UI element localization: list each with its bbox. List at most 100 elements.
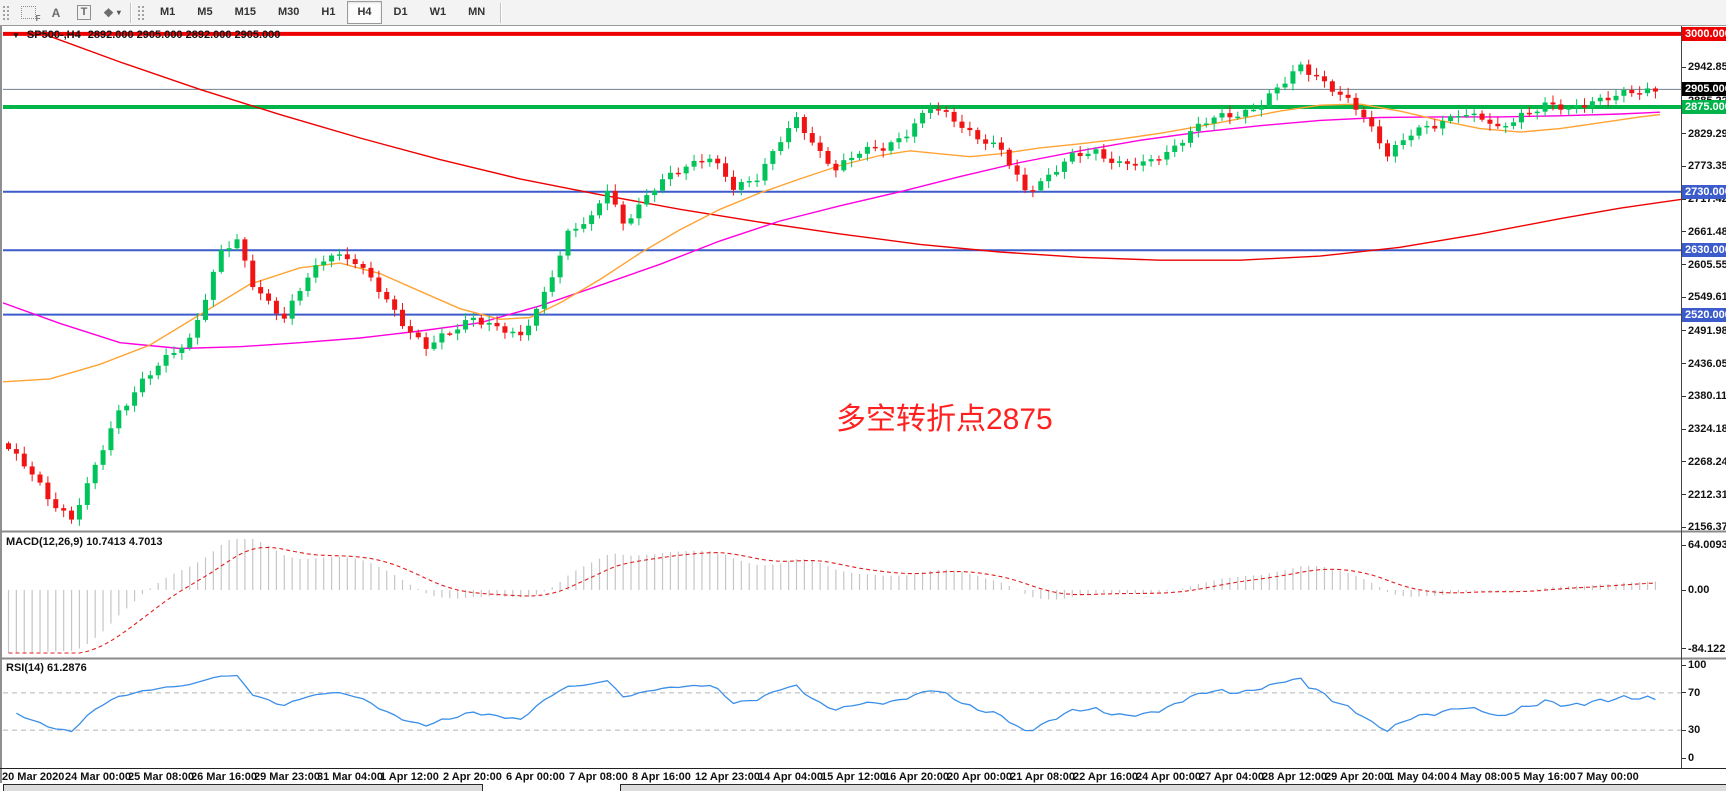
timeframe-button-m5[interactable]: M5 bbox=[197, 6, 213, 18]
candle-body bbox=[1361, 109, 1367, 118]
macd-scale-label: 64.0093 bbox=[1682, 539, 1726, 551]
candle-body bbox=[61, 508, 67, 511]
candle-body bbox=[124, 405, 130, 411]
price-tick-label: 2380.115 bbox=[1682, 390, 1726, 402]
candle-body bbox=[533, 308, 539, 326]
candle-body bbox=[1463, 115, 1469, 117]
candle-body bbox=[1117, 161, 1123, 163]
candle-body bbox=[195, 319, 201, 338]
candle-body bbox=[857, 153, 863, 158]
candle-body bbox=[1030, 190, 1036, 192]
candle-body bbox=[37, 474, 43, 483]
timeframe-button-h1[interactable]: H1 bbox=[321, 6, 336, 18]
candle-body bbox=[754, 180, 760, 183]
ma-fast-orange[interactable] bbox=[3, 103, 1661, 383]
timeframe-button-m15[interactable]: M15 bbox=[234, 6, 256, 18]
candle-body bbox=[762, 163, 768, 181]
candle-body bbox=[1014, 165, 1020, 175]
price-tick-label: 2212.310 bbox=[1682, 489, 1726, 501]
price-tick-label: 2773.355 bbox=[1682, 160, 1726, 172]
candle-body bbox=[1188, 131, 1193, 143]
candle-body bbox=[1518, 112, 1524, 123]
toolbar-separator bbox=[130, 2, 131, 23]
timeframe-button-m30[interactable]: M30 bbox=[277, 6, 300, 18]
ma-mid-magenta[interactable] bbox=[3, 111, 1661, 350]
time-tick-label: 7 May 00:00 bbox=[1577, 771, 1639, 783]
candle-body bbox=[707, 158, 713, 163]
candle-body bbox=[368, 267, 374, 278]
candle-body bbox=[1195, 123, 1201, 132]
text-label-icon: T bbox=[76, 5, 92, 20]
timeframe-button-d1[interactable]: D1 bbox=[393, 6, 408, 18]
candle-body bbox=[486, 322, 492, 325]
candle-body bbox=[1164, 151, 1170, 160]
candle-body bbox=[841, 160, 847, 171]
chart-ohlc-readout: 2892.000 2905.000 2892.000 2905.000 bbox=[87, 29, 281, 41]
candle-body bbox=[518, 331, 524, 336]
font-tool-button[interactable]: A bbox=[43, 1, 69, 24]
price-axis[interactable]: 2885.2252942.8552829.2902773.3552717.420… bbox=[1682, 0, 1726, 783]
candle-body bbox=[1542, 102, 1548, 112]
timeframe-button-h4[interactable]: H4 bbox=[347, 1, 382, 24]
candle-body bbox=[1227, 113, 1233, 118]
candle-body bbox=[1093, 149, 1099, 154]
candle-body bbox=[447, 333, 453, 335]
drawing-tools-icon: ❖ bbox=[103, 5, 114, 20]
candle-body bbox=[935, 109, 941, 111]
time-tick-label: 15 Apr 12:00 bbox=[821, 771, 887, 783]
toolbar-grip[interactable] bbox=[2, 3, 11, 22]
text-label-tool-button[interactable]: T bbox=[71, 1, 97, 24]
template-grid-tool-button[interactable]: F bbox=[15, 1, 41, 24]
toolbar-grip-2[interactable] bbox=[137, 3, 146, 22]
ma-long-red[interactable] bbox=[39, 32, 1681, 261]
candle-body bbox=[273, 300, 279, 314]
time-tick-label: 29 Apr 20:00 bbox=[1325, 771, 1391, 783]
candle-body bbox=[1526, 112, 1532, 115]
candle-body bbox=[360, 263, 366, 268]
timeframe-button-mn[interactable]: MN bbox=[468, 6, 486, 18]
timeframe-button-w1[interactable]: W1 bbox=[429, 6, 447, 18]
candle-body bbox=[234, 239, 240, 249]
timeframe-button-m1[interactable]: M1 bbox=[160, 6, 176, 18]
background-window-edge-2[interactable] bbox=[620, 784, 1726, 791]
time-tick-label: 1 May 04:00 bbox=[1388, 771, 1450, 783]
candle-body bbox=[21, 453, 27, 467]
chart-annotation[interactable]: 多空转折点2875 bbox=[836, 403, 1053, 436]
candle-body bbox=[1400, 140, 1406, 146]
candle-body bbox=[1243, 109, 1249, 117]
candle-body bbox=[210, 271, 216, 300]
time-tick-label: 14 Apr 04:00 bbox=[758, 771, 824, 783]
candle-body bbox=[502, 326, 508, 333]
candle-body bbox=[1566, 108, 1572, 110]
collapse-triangle-icon[interactable]: ▼ bbox=[12, 30, 20, 40]
time-tick-label: 5 May 16:00 bbox=[1514, 771, 1576, 783]
candle-body bbox=[1022, 174, 1028, 191]
candle-body bbox=[384, 291, 390, 300]
time-tick-label: 24 Mar 00:00 bbox=[65, 771, 132, 783]
time-tick-label: 1 Apr 12:00 bbox=[380, 771, 439, 783]
candle-body bbox=[1377, 126, 1383, 144]
candle-body bbox=[321, 261, 327, 266]
candle-body bbox=[344, 254, 350, 260]
time-axis[interactable]: 20 Mar 2020 24 Mar 00:00 25 Mar 08:00 26 Ma… bbox=[0, 769, 1726, 783]
macd-indicator-label: MACD(12,26,9) 10.7413 4.7013 bbox=[6, 536, 163, 548]
candle-body bbox=[1424, 125, 1430, 128]
time-tick-label: 12 Apr 23:00 bbox=[695, 771, 761, 783]
rsi-scale-label: 100 bbox=[1682, 659, 1706, 671]
time-tick-label: 20 Apr 00:00 bbox=[947, 771, 1013, 783]
candle-body bbox=[612, 190, 618, 205]
candle-body bbox=[636, 204, 642, 219]
candle-body bbox=[1085, 153, 1091, 157]
background-window-edge[interactable] bbox=[3, 784, 483, 791]
time-tick-label: 4 May 08:00 bbox=[1451, 771, 1513, 783]
candle-body bbox=[872, 146, 878, 149]
candle-body bbox=[1140, 161, 1146, 166]
candle-body bbox=[1148, 159, 1154, 162]
time-tick-label: 2 Apr 20:00 bbox=[443, 771, 502, 783]
price-tick-label: 2436.050 bbox=[1682, 358, 1726, 370]
candle-body bbox=[526, 325, 532, 336]
candle-body bbox=[431, 342, 437, 349]
drawing-tools-button[interactable]: ❖ ▾ bbox=[99, 1, 125, 24]
